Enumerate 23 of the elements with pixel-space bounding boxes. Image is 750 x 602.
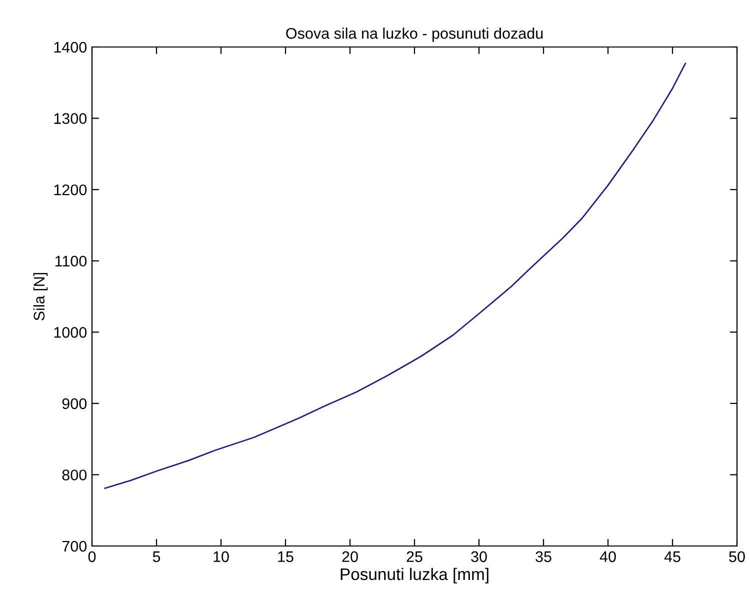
y-tick-label: 1000 — [54, 327, 87, 338]
x-tick-label: 20 — [342, 551, 358, 562]
y-tick-label: 1400 — [54, 42, 87, 53]
chart-title: Osova sila na luzko - posunuti dozadu — [286, 28, 543, 42]
x-tick-label: 45 — [664, 551, 680, 562]
y-tick-label: 1300 — [54, 113, 87, 124]
y-tick-label: 1200 — [54, 184, 87, 196]
y-tick-label: 700 — [62, 540, 87, 552]
x-tick-label: 5 — [152, 551, 160, 562]
y-axis-title: Sila [N] — [33, 272, 48, 320]
x-axis-title: Posunuti luzka [mm] — [340, 568, 488, 584]
line-series — [104, 62, 686, 489]
y-tick-label: 900 — [62, 398, 87, 410]
x-tick-label: 35 — [536, 551, 552, 562]
x-tick-label: 50 — [729, 551, 745, 562]
x-tick-label: 0 — [88, 551, 96, 562]
y-tick-label: 800 — [62, 470, 87, 480]
x-tick-label: 15 — [278, 551, 294, 562]
x-tick-label: 25 — [406, 551, 422, 562]
x-tick-label: 30 — [471, 551, 487, 562]
y-tick-label: 1100 — [55, 256, 87, 267]
x-tick-label: 40 — [600, 551, 616, 562]
x-tick-label: 10 — [214, 551, 229, 562]
